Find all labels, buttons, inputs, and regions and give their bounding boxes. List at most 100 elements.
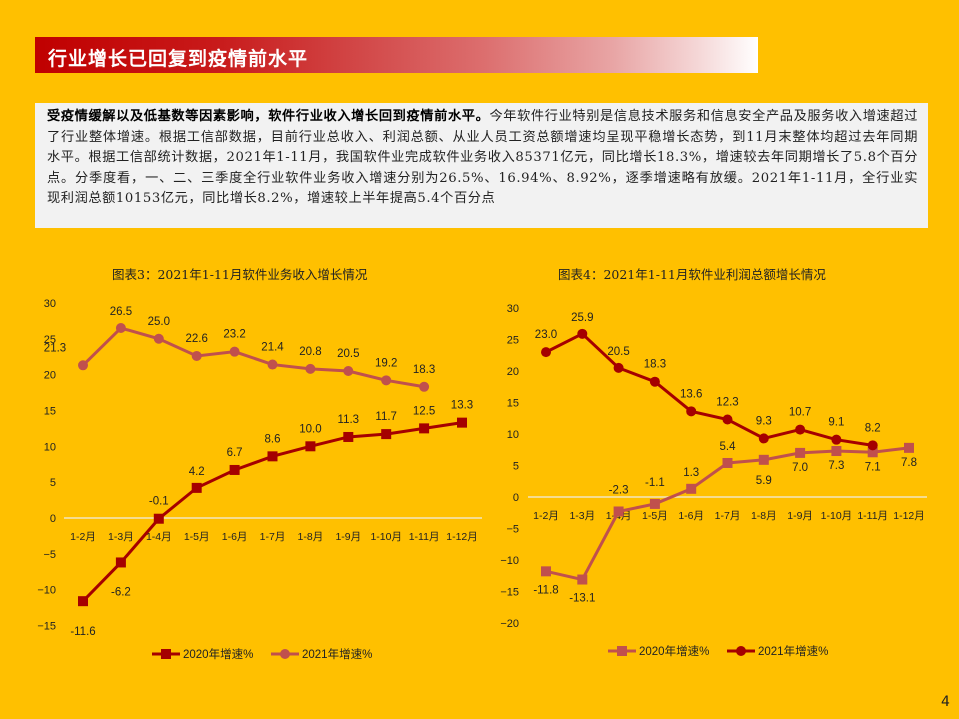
data-label: 11.3 bbox=[338, 414, 360, 426]
y-tick-label: 5 bbox=[513, 461, 519, 473]
data-point-square bbox=[904, 442, 914, 453]
data-point-square bbox=[686, 483, 697, 494]
data-point-circle bbox=[577, 328, 588, 339]
y-tick-label: −20 bbox=[500, 618, 519, 630]
data-label: 7.1 bbox=[865, 461, 881, 473]
data-point-circle bbox=[267, 359, 278, 370]
data-point-circle bbox=[419, 381, 430, 392]
x-tick-label: 1-3月 bbox=[108, 531, 134, 543]
page-title: 行业增长已回复到疫情前水平 bbox=[48, 48, 309, 70]
x-tick-label: 1-4月 bbox=[146, 531, 172, 543]
data-point-circle bbox=[686, 406, 697, 417]
y-tick-label: −15 bbox=[37, 621, 56, 633]
y-tick-label: 30 bbox=[507, 303, 519, 315]
x-tick-label: 1-12月 bbox=[446, 531, 478, 543]
data-point-circle bbox=[831, 434, 842, 445]
y-tick-label: 10 bbox=[44, 441, 56, 453]
data-point-square bbox=[831, 446, 842, 457]
data-label: 26.5 bbox=[110, 306, 132, 318]
data-point-square bbox=[419, 423, 430, 434]
data-point-square bbox=[867, 447, 878, 458]
data-label: 23.2 bbox=[223, 329, 245, 341]
data-label: 7.0 bbox=[792, 462, 808, 474]
data-point-circle bbox=[343, 366, 354, 377]
legend-marker-square bbox=[161, 649, 171, 659]
data-label: -6.2 bbox=[111, 586, 131, 598]
x-tick-label: 1-2月 bbox=[533, 510, 559, 522]
data-label: 13.3 bbox=[451, 400, 473, 412]
x-tick-label: 1-5月 bbox=[184, 531, 210, 543]
data-point-square bbox=[343, 431, 354, 442]
series-line bbox=[81, 326, 425, 389]
x-tick-label: 1-10月 bbox=[370, 531, 402, 543]
data-label: 20.8 bbox=[299, 346, 321, 358]
data-point-square bbox=[229, 464, 240, 475]
data-label: 12.5 bbox=[413, 405, 435, 417]
data-point-circle bbox=[115, 322, 126, 333]
data-label: 20.5 bbox=[337, 348, 359, 360]
data-label: -1.1 bbox=[645, 477, 665, 489]
x-tick-label: 1-12月 bbox=[893, 510, 925, 522]
legend-label: 2020年增速% bbox=[183, 647, 253, 661]
chart3-title: 图表3：2021年1-11月软件业务收入增长情况 bbox=[112, 267, 368, 282]
x-tick-label: 1-3月 bbox=[569, 510, 595, 522]
x-tick-label: 1-2月 bbox=[70, 531, 96, 543]
x-tick-label: 1-9月 bbox=[335, 531, 361, 543]
data-label: 8.6 bbox=[265, 433, 281, 445]
legend-label: 2021年增速% bbox=[302, 647, 372, 661]
y-tick-label: 15 bbox=[507, 398, 519, 410]
series-line bbox=[545, 332, 873, 447]
data-label: 12.3 bbox=[716, 397, 738, 409]
header-banner: 行业增长已回复到疫情前水平 bbox=[35, 37, 758, 73]
data-label: 9.1 bbox=[828, 417, 844, 429]
data-label: 8.2 bbox=[865, 422, 881, 434]
x-tick-label: 1-6月 bbox=[222, 531, 248, 543]
chart4-title: 图表4：2021年1-11月软件业利润总额增长情况 bbox=[558, 267, 826, 282]
data-label: 7.3 bbox=[828, 460, 844, 472]
data-label: 1.3 bbox=[683, 467, 699, 479]
x-tick-label: 1-11月 bbox=[409, 531, 440, 543]
data-point-square bbox=[649, 498, 660, 509]
x-tick-label: 1-10月 bbox=[821, 510, 853, 522]
data-label: 4.2 bbox=[189, 466, 205, 478]
data-point-circle bbox=[758, 433, 769, 444]
data-label: 21.4 bbox=[261, 342, 284, 354]
data-point-circle bbox=[153, 333, 164, 344]
data-point-circle bbox=[649, 376, 660, 387]
y-tick-label: 25 bbox=[44, 334, 56, 346]
data-label: 13.6 bbox=[680, 388, 702, 400]
x-tick-label: 1-11月 bbox=[857, 510, 888, 522]
data-point-circle bbox=[867, 440, 878, 451]
data-point-square bbox=[795, 447, 806, 458]
data-point-circle bbox=[381, 375, 392, 386]
y-tick-label: 20 bbox=[44, 370, 56, 382]
data-label: 21.3 bbox=[44, 342, 66, 354]
data-label: 20.5 bbox=[607, 346, 629, 358]
summary-lead: 受疫情缓解以及低基数等因素影响，软件行业收入增长回到疫情前水平。 bbox=[47, 109, 490, 124]
page-number: 4 bbox=[941, 694, 950, 710]
data-label: 11.7 bbox=[375, 411, 397, 423]
data-point-square bbox=[381, 429, 392, 440]
data-point-circle bbox=[229, 346, 240, 357]
data-point-circle bbox=[795, 424, 806, 435]
data-point-square bbox=[191, 482, 202, 493]
x-tick-label: 1-8月 bbox=[298, 531, 324, 543]
y-tick-label: 0 bbox=[513, 492, 519, 504]
data-point-circle bbox=[191, 350, 202, 361]
y-tick-label: 0 bbox=[50, 513, 56, 525]
data-point-square bbox=[267, 451, 278, 462]
data-label: 7.8 bbox=[901, 457, 917, 469]
data-label: 10.0 bbox=[299, 423, 321, 435]
y-tick-label: 30 bbox=[44, 298, 56, 310]
data-point-square bbox=[722, 457, 733, 468]
data-point-circle bbox=[722, 414, 733, 425]
data-point-square bbox=[613, 506, 624, 517]
data-point-circle bbox=[78, 360, 88, 371]
x-tick-label: 1-5月 bbox=[642, 510, 668, 522]
x-tick-label: 1-9月 bbox=[787, 510, 813, 522]
summary-box: 受疫情缓解以及低基数等因素影响，软件行业收入增长回到疫情前水平。今年软件行业特别… bbox=[35, 103, 928, 228]
data-point-square bbox=[758, 454, 769, 465]
y-tick-label: 10 bbox=[507, 429, 519, 441]
y-tick-label: 25 bbox=[507, 335, 519, 347]
